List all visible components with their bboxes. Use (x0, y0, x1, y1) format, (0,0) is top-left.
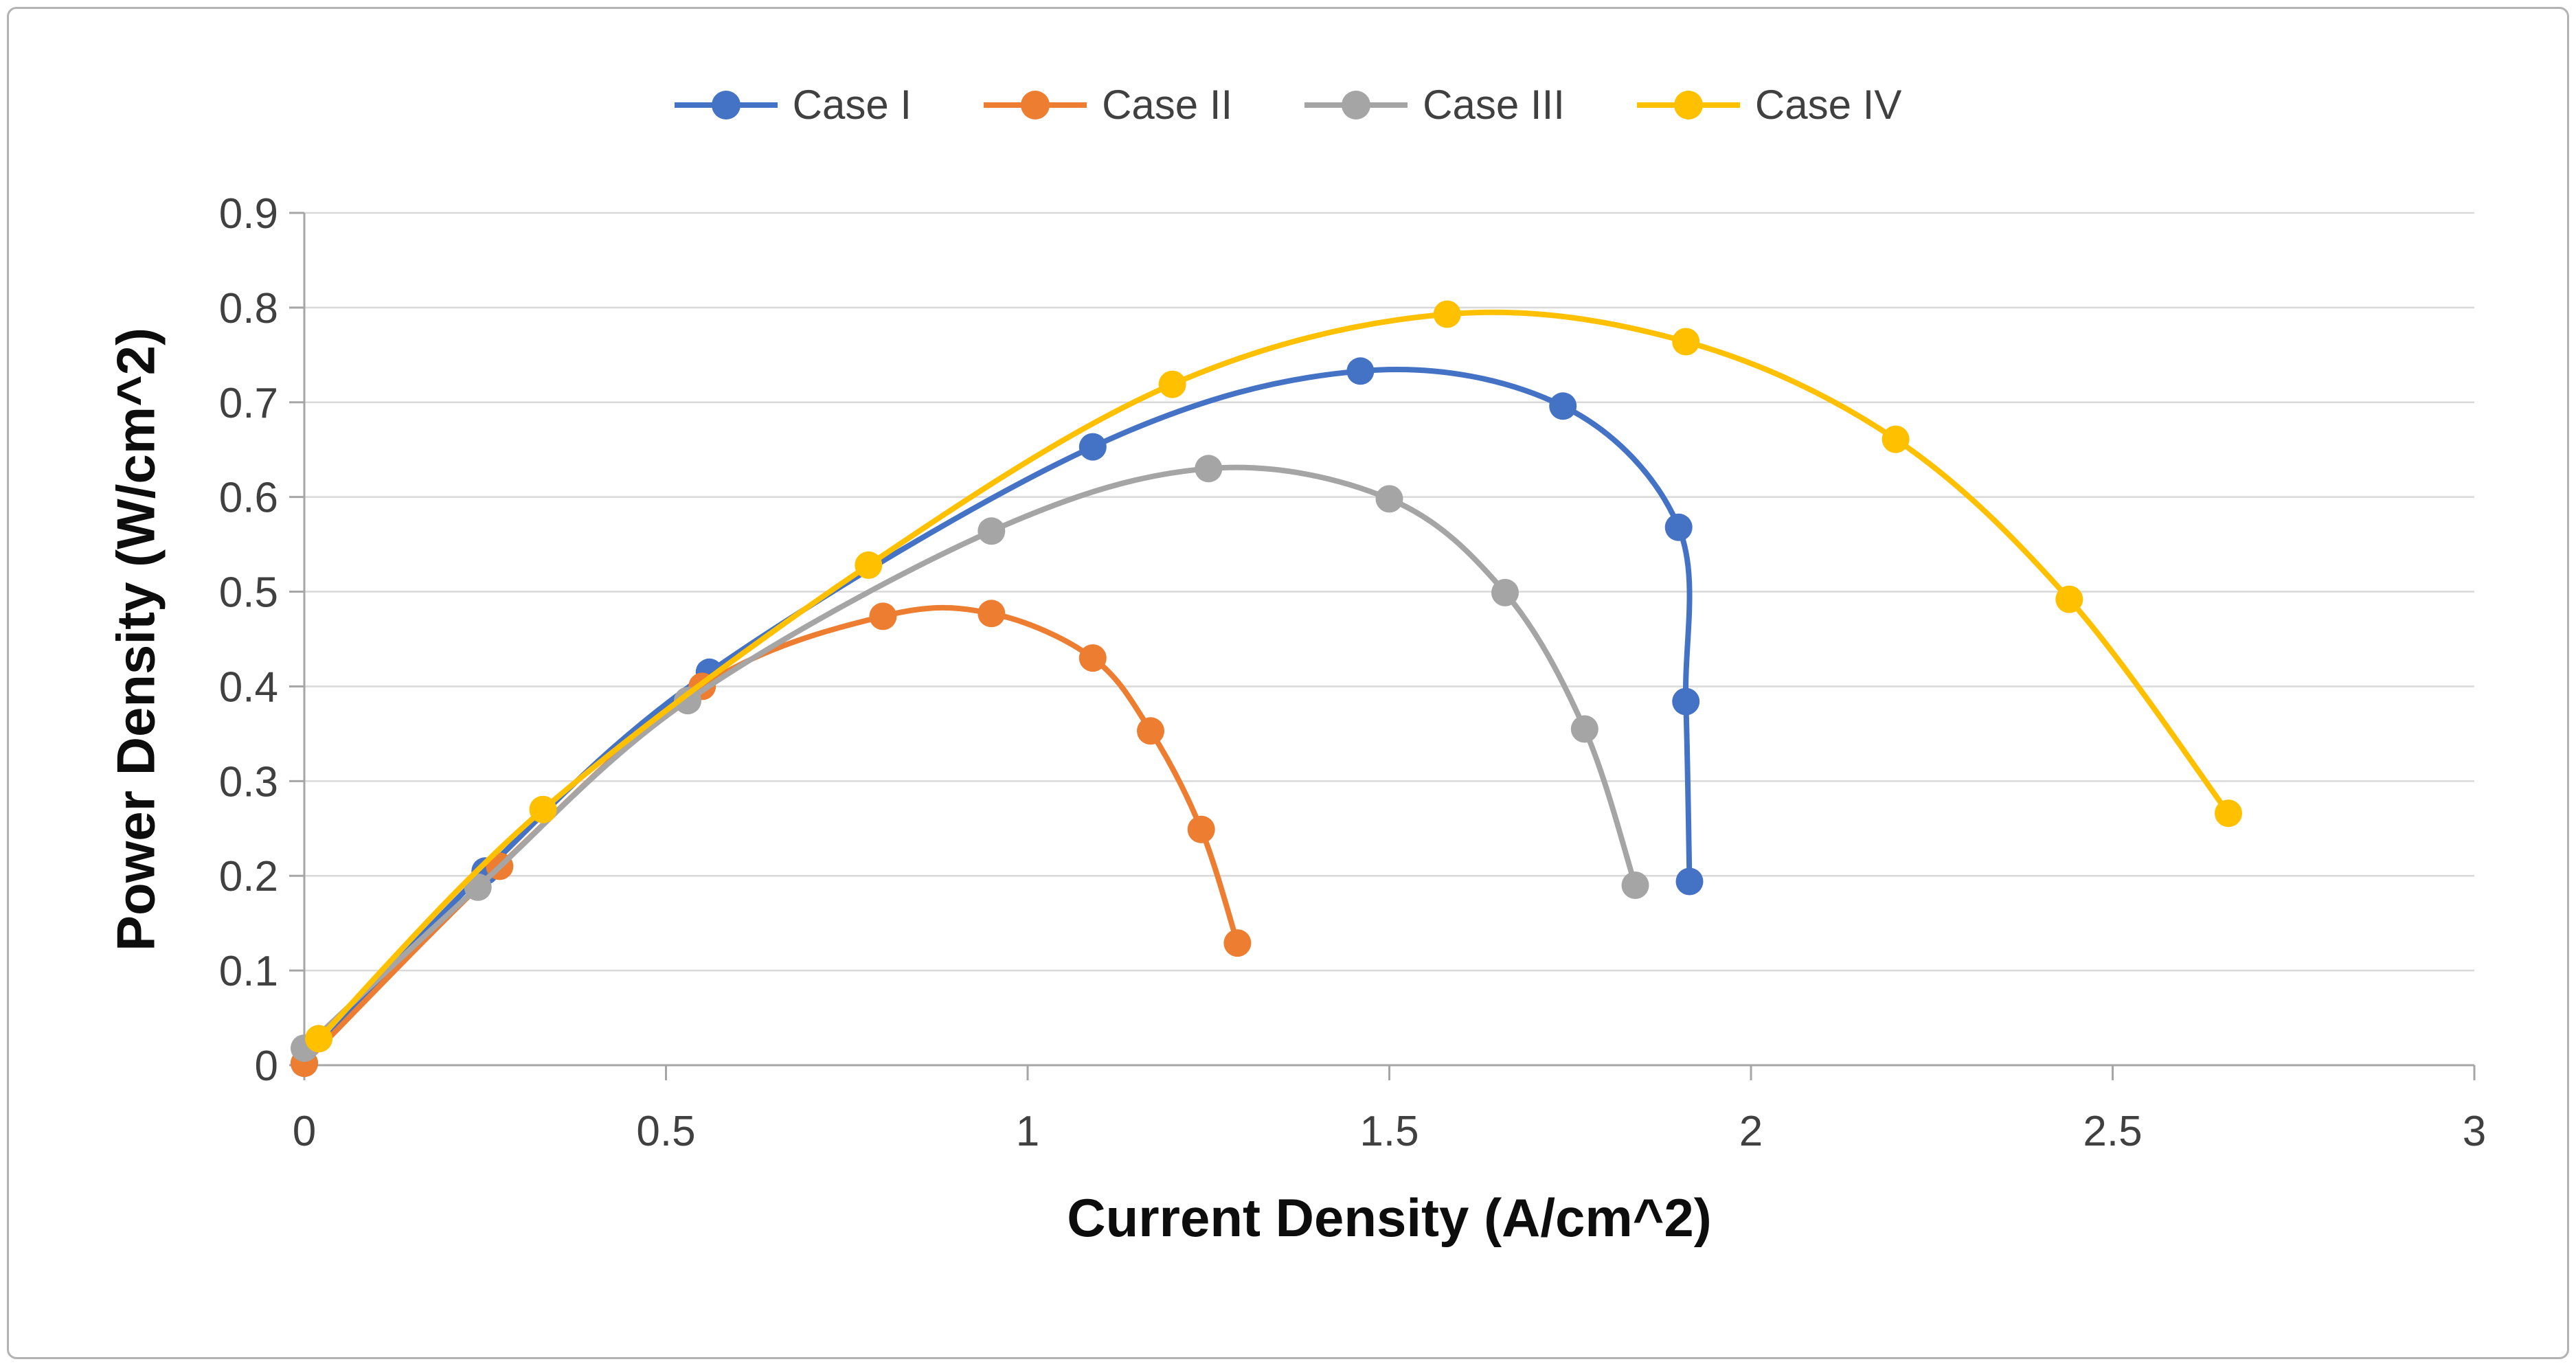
y-tick-label: 0 (255, 1043, 278, 1090)
legend-marker-case-iv (1636, 90, 1740, 119)
legend-marker-case-i (674, 90, 778, 119)
data-point-marker (1137, 717, 1164, 745)
legend-label-case-i: Case I (792, 82, 912, 128)
y-tick-label: 0.2 (219, 853, 278, 900)
y-tick-label: 0.7 (219, 380, 278, 427)
legend-item-case-i: Case I (674, 81, 912, 128)
x-tick-label: 0.5 (636, 1108, 695, 1155)
legend-item-case-iv: Case IV (1636, 81, 1902, 128)
series-case-i (291, 357, 1704, 1078)
data-point-marker (869, 602, 897, 630)
legend: Case I Case II Case III Case IV (0, 81, 2576, 128)
data-point-marker (1346, 357, 1375, 385)
series-line-case-i (302, 367, 1693, 1067)
legend-label-case-ii: Case II (1102, 82, 1233, 128)
tick-labels: 0 0.1 0.2 0.3 0.4 0.5 0.6 0.7 0.8 0.9 0 0.5 1 1.5 2 2.5… (219, 190, 2486, 1155)
x-tick-label: 2 (1739, 1108, 1763, 1155)
legend-label-case-iv: Case IV (1754, 82, 1902, 128)
data-point-marker (978, 517, 1006, 545)
data-point-marker (2055, 585, 2083, 613)
y-axis-title: Power Density (W/cm^2) (105, 327, 166, 952)
y-tick-label: 0.5 (219, 569, 278, 617)
data-point-marker (1621, 872, 1649, 899)
data-point-marker (1570, 715, 1598, 743)
data-point-marker (1672, 687, 1700, 716)
x-tick-label: 0 (293, 1108, 316, 1155)
axes (289, 212, 2476, 1080)
legend-marker-case-iii (1304, 90, 1408, 119)
data-point-marker (1078, 433, 1107, 461)
series-line-case-iv (316, 309, 2231, 1042)
data-point-marker (1078, 644, 1107, 672)
legend-label-case-iii: Case III (1423, 82, 1565, 128)
x-tick-label: 1 (1016, 1108, 1039, 1155)
gridlines (304, 212, 2474, 1067)
legend-item-case-ii: Case II (984, 81, 1232, 128)
series-line-case-iii (302, 464, 1638, 1051)
x-tick-label: 2.5 (2083, 1108, 2142, 1155)
data-point-marker (305, 1025, 333, 1053)
legend-item-case-iii: Case III (1304, 81, 1565, 128)
data-point-marker (1187, 815, 1215, 843)
x-axis-title: Current Density (A/cm^2) (1067, 1187, 1712, 1248)
y-tick-label: 0.4 (219, 663, 278, 711)
data-point-marker (1491, 578, 1519, 606)
data-point-marker (1195, 455, 1223, 483)
data-point-marker (2215, 799, 2242, 828)
data-point-marker (1158, 370, 1186, 398)
y-tick-label: 0.8 (219, 285, 278, 332)
series-line-case-ii (302, 604, 1241, 1067)
y-tick-label: 0.9 (219, 190, 278, 238)
y-tick-label: 0.1 (219, 948, 278, 995)
data-point-marker (674, 687, 702, 715)
data-point-marker (855, 551, 883, 579)
x-tick-label: 3 (2463, 1108, 2486, 1155)
series-case-ii (291, 600, 1252, 1078)
legend-marker-case-ii (984, 90, 1087, 119)
data-point-marker (1223, 929, 1252, 957)
data-point-marker (1672, 328, 1700, 356)
data-point-marker (1882, 425, 1910, 453)
y-tick-label: 0.3 (219, 758, 278, 806)
x-tick-label: 1.5 (1359, 1108, 1419, 1155)
data-point-marker (529, 795, 557, 823)
y-tick-label: 0.6 (219, 475, 278, 522)
series-case-iv (305, 300, 2242, 1053)
data-point-marker (1675, 867, 1704, 896)
data-point-marker (978, 600, 1006, 628)
data-point-marker (1549, 392, 1577, 420)
data-point-marker (1375, 485, 1403, 513)
data-point-marker (1433, 300, 1461, 328)
data-point-marker (1664, 513, 1693, 541)
